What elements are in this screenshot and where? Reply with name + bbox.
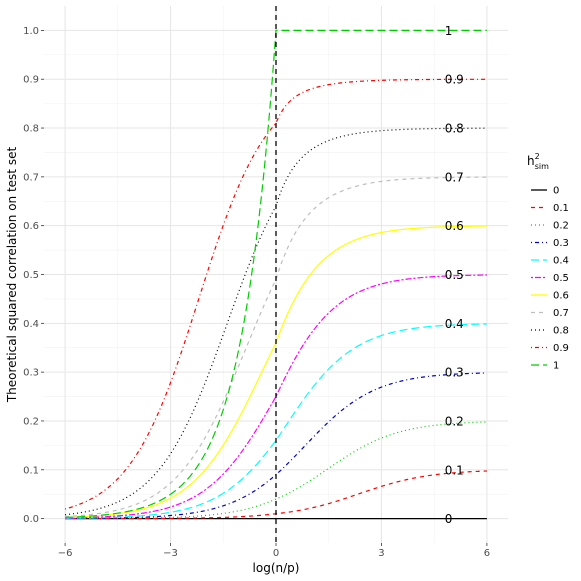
y-tick-label: 0.5 (23, 270, 39, 281)
legend-label-0: 0 (553, 186, 559, 197)
curve-label-0-6: 0.6 (445, 219, 464, 233)
series-line-1 (65, 29, 487, 518)
x-axis-ticks: −6 −3 0 3 6 (58, 543, 490, 559)
legend-label-0-5: 0.5 (553, 273, 569, 284)
y-tick-label: 1.0 (23, 26, 39, 37)
y-tick-label: 0.0 (23, 514, 39, 525)
curve-label-0-9: 0.9 (445, 73, 464, 87)
y-tick-label: 0.8 (23, 124, 39, 135)
legend-title-main: h (527, 154, 535, 168)
x-tick-label: −3 (163, 548, 178, 559)
legend-label-0-2: 0.2 (553, 221, 569, 232)
legend-label-0-6: 0.6 (553, 291, 569, 302)
x-tick-label: 6 (484, 548, 490, 559)
curve-label-0-5: 0.5 (445, 268, 464, 282)
curve-label-0-1: 0.1 (445, 463, 464, 477)
y-tick-label: 0.1 (23, 465, 39, 476)
y-tick-label: 0.6 (23, 221, 39, 232)
curve-label-1: 1 (445, 24, 453, 38)
curve-labels: 0 0.1 0.2 0.3 0.4 0.5 0.6 0.7 0.8 0.9 1 (445, 24, 464, 526)
legend-title-sub: sim (535, 162, 549, 171)
x-tick-label: −6 (58, 548, 73, 559)
legend: h2 sim 0 0.1 0.2 0.3 0.4 0.5 0.6 0.7 0.8 0.9 1 (527, 152, 569, 372)
y-tick-label: 0.2 (23, 416, 39, 427)
x-tick-label: 0 (273, 548, 279, 559)
y-tick-label: 0.3 (23, 368, 39, 379)
legend-label-0-3: 0.3 (553, 238, 569, 249)
y-tick-label: 0.7 (23, 172, 39, 183)
curve-label-0-3: 0.3 (445, 366, 464, 380)
curve-label-0-8: 0.8 (445, 122, 464, 136)
series-line-0-9 (64, 78, 487, 510)
curve-label-0: 0 (445, 512, 453, 526)
legend-title: h2 sim (527, 152, 549, 171)
legend-label-0-9: 0.9 (553, 343, 569, 354)
grid-major (44, 6, 508, 543)
y-tick-label: 0.4 (23, 319, 39, 330)
y-axis-ticks: 0.0 0.1 0.2 0.3 0.4 0.5 0.6 0.7 0.8 0.9 1.0 (23, 26, 44, 525)
legend-label-0-7: 0.7 (553, 308, 569, 319)
curve-label-0-2: 0.2 (445, 414, 464, 428)
legend-title-sup: 2 (535, 152, 540, 161)
x-tick-label: 3 (378, 548, 384, 559)
legend-label-0-8: 0.8 (553, 326, 569, 337)
curve-label-0-7: 0.7 (445, 170, 464, 184)
curve-label-0-4: 0.4 (445, 317, 464, 331)
legend-label-1: 1 (553, 361, 559, 372)
legend-label-0-1: 0.1 (553, 203, 569, 214)
legend-items: 0 0.1 0.2 0.3 0.4 0.5 0.6 0.7 0.8 0.9 1 (531, 186, 569, 372)
series-line-0-4 (65, 323, 487, 519)
x-axis-title: log(n/p) (253, 561, 300, 575)
y-tick-label: 0.9 (23, 75, 39, 86)
y-axis-title: Theoretical squared correlation on test … (5, 147, 19, 404)
legend-label-0-4: 0.4 (553, 256, 569, 267)
